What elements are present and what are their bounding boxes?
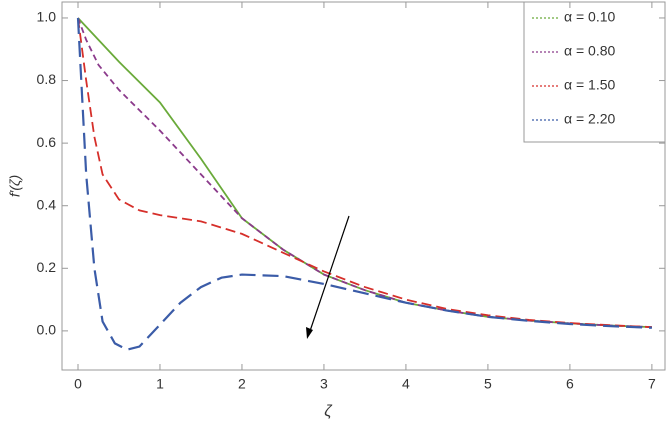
legend-label: α = 1.50 [564,77,616,93]
x-tick-label: 4 [402,376,410,392]
legend-label: α = 2.20 [564,111,616,127]
x-tick-label: 7 [648,376,656,392]
plot-frame [61,1,666,371]
plot-area [76,17,652,351]
y-tick-label: 0.6 [37,134,57,150]
x-tick-label: 3 [320,376,328,392]
x-axis-label: ζ [324,403,333,420]
y-tick-label: 0.0 [37,322,57,338]
y-tick-label: 0.2 [37,259,57,275]
legend-label: α = 0.10 [564,9,616,25]
line-series [76,17,652,351]
legend-label: α = 0.80 [564,43,616,59]
x-tick-label: 1 [156,376,164,392]
legend-box [523,1,666,143]
x-tick-label: 6 [566,376,574,392]
line-series [77,17,652,329]
y-tick-label: 0.8 [37,71,57,87]
y-tick-label: 0.4 [37,196,57,212]
arrow [306,215,350,339]
x-tick-label: 0 [74,376,82,392]
x-tick-label: 2 [238,376,246,392]
x-tick-label: 5 [484,376,492,392]
y-axis-label: f′(ζ) [7,175,23,197]
y-tick-label: 1.0 [37,9,57,25]
